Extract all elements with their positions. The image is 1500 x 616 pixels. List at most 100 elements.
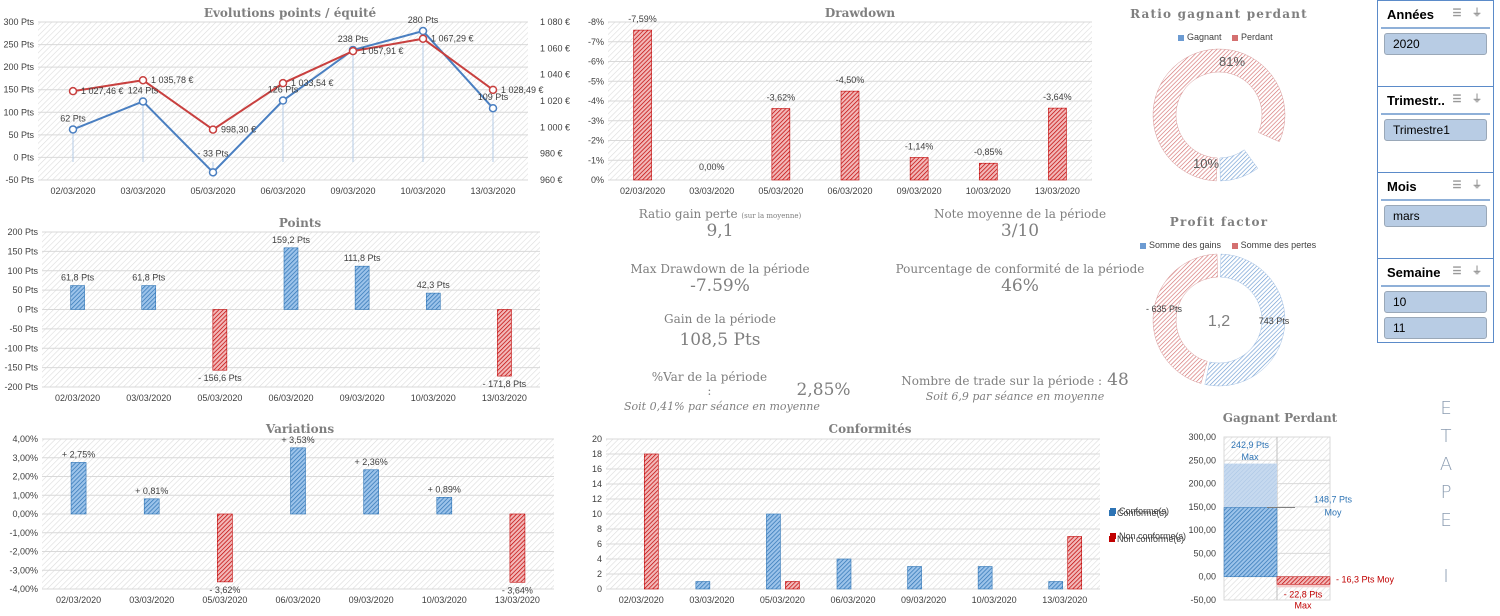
multiselect-icon[interactable]: ☰ <box>1452 94 1462 105</box>
slicer-item-11[interactable]: 11 <box>1384 317 1487 339</box>
y-tick-label: -3% <box>588 116 604 126</box>
label-gagnant-max: 242,9 Pts <box>1231 440 1270 450</box>
points-marker <box>208 168 218 177</box>
y2-tick-label: 1 080 € <box>540 17 570 27</box>
slicer-trimestre: Trimestr... ☰ ⏚ Trimestre1 <box>1378 87 1493 173</box>
slicer-item-mars[interactable]: mars <box>1384 205 1487 227</box>
kpi-trades: Nombre de trade sur la période : 48 Soit… <box>900 370 1130 403</box>
bar-data-label: 159,2 Pts <box>272 235 311 245</box>
kpi-ratio-label: Ratio gain perte <box>638 207 738 221</box>
clear-filter-icon[interactable]: ⏚ <box>1472 94 1482 105</box>
bar <box>907 566 922 590</box>
y-tick-label: 18 <box>592 449 602 459</box>
slicer-annees: Années ☰ ⏚ 2020 <box>1378 1 1493 87</box>
equity-marker <box>278 78 288 88</box>
bar-data-label: - 3,62% <box>209 585 240 595</box>
profit-legend: Somme des gains Somme des pertes <box>1140 240 1316 250</box>
bar <box>909 157 929 181</box>
y-tick-label: 100 Pts <box>7 266 38 276</box>
points-marker <box>488 103 498 113</box>
points-chart: Points -200 Pts -150 Pts -100 Pts -50 Pts 0 … <box>0 210 560 410</box>
slicer-item-10[interactable]: 10 <box>1384 291 1487 313</box>
kpi-gain-label: Gain de la période <box>664 312 776 326</box>
multiselect-icon[interactable]: ☰ <box>1452 8 1462 19</box>
x-tick-label: 10/03/2020 <box>422 595 467 605</box>
clear-filter-icon[interactable]: ⏚ <box>1472 180 1482 191</box>
equity-data-label: 1 057,91 € <box>361 46 404 56</box>
y-tick-label: -4% <box>588 96 604 106</box>
x-tick-label: 03/03/2020 <box>120 186 165 196</box>
label-gagnant-max-sub: Max <box>1241 452 1259 462</box>
x-tick-label: 05/03/2020 <box>197 393 242 403</box>
bar <box>643 453 659 590</box>
evolution-chart: Evolutions points / équité -50 Pts 0 Pts 5… <box>0 0 580 205</box>
y-tick-label: 100 Pts <box>3 107 34 117</box>
bar <box>425 292 441 310</box>
equity-marker <box>418 34 428 43</box>
slicer-mois-title: Mois <box>1387 178 1417 194</box>
y-tick-label: 10 <box>592 509 602 519</box>
slicer-trimestre-title: Trimestr... <box>1387 92 1444 108</box>
points-data-label: 280 Pts <box>408 15 439 25</box>
x-tick-label: 09/03/2020 <box>349 595 394 605</box>
y-tick-label: -50 Pts <box>9 324 38 334</box>
evolution-chart-svg: -50 Pts 0 Pts 50 Pts 100 Pts 150 Pts 200 Pts 2… <box>3 15 570 196</box>
equity-data-label: 1 028,49 € <box>501 85 544 95</box>
y-tick-label: 2,00% <box>12 472 38 482</box>
bar-data-label: -3,64% <box>1043 92 1072 102</box>
clear-filter-icon[interactable]: ⏚ <box>1472 266 1482 277</box>
evolution-chart-title: Evolutions points / équité <box>203 6 377 20</box>
donut-label-pertes: - 635 Pts <box>1146 304 1183 314</box>
profit-chart: Profit factor Somme des gains Somme des … <box>1130 210 1360 400</box>
gagnant-perdant-svg: -50,00 0,00 50,00 100,00 150,00 200,00 250,00 3… <box>1109 432 1395 610</box>
etape-letter <box>1436 535 1456 563</box>
bar <box>70 462 87 515</box>
y-tick-label: -7% <box>588 37 604 47</box>
bar <box>1048 107 1067 181</box>
clear-filter-icon[interactable]: ⏚ <box>1472 8 1482 19</box>
x-tick-label: 10/03/2020 <box>972 595 1017 605</box>
bar <box>836 558 852 590</box>
equity-data-label: 1 035,78 € <box>151 75 194 85</box>
kpi-conformite: Pourcentage de conformité de la période … <box>880 262 1160 296</box>
bar <box>436 497 453 515</box>
points-data-label: 126 Pts <box>268 85 299 95</box>
multiselect-icon[interactable]: ☰ <box>1452 180 1462 191</box>
kpi-maxdd: Max Drawdown de la période -7.59% <box>600 262 840 296</box>
y-tick-label: 20 <box>592 434 602 444</box>
profit-donut: 1,2 743 Pts - 635 Pts <box>1146 253 1290 387</box>
y-tick-label: 4 <box>597 554 602 564</box>
multiselect-icon[interactable]: ☰ <box>1452 266 1462 277</box>
equity-data-label: 1 067,29 € <box>431 34 474 44</box>
bar-data-label: -1,14% <box>905 141 934 151</box>
kpi-var-label: %Var de la période : <box>651 370 768 398</box>
y-tick-label: 150 Pts <box>3 85 34 95</box>
y-tick-label: 200,00 <box>1188 479 1216 489</box>
slicer-item-trimestre1[interactable]: Trimestre1 <box>1384 119 1487 141</box>
x-tick-label: 06/03/2020 <box>260 186 305 196</box>
y-tick-label: 250,00 <box>1188 455 1216 465</box>
bar <box>363 469 379 515</box>
bar <box>695 581 711 590</box>
ratio-legend-gagnant: Gagnant <box>1178 32 1222 42</box>
equity-data-label: 998,30 € <box>221 125 256 135</box>
x-tick-label: 03/03/2020 <box>126 393 171 403</box>
equity-data-label: 1 033,54 € <box>291 78 334 88</box>
slicer-item-2020[interactable]: 2020 <box>1384 33 1487 55</box>
points-marker <box>418 26 428 36</box>
y-tick-label: 0 Pts <box>13 152 34 162</box>
etape-letter: P <box>1440 482 1452 503</box>
legend-swatch-non-conforme <box>1109 536 1115 542</box>
etape-letter: A <box>1439 454 1453 475</box>
legend-label-non-conforme: Non conforme(s) <box>1117 534 1184 544</box>
profit-legend-pertes: Somme des pertes <box>1231 240 1316 250</box>
gagnant-perdant-chart: Gagnant Perdant -50,00 0,00 50,00 100,00 150… <box>1100 405 1395 616</box>
kpi-ratio-note: (sur la moyenne) <box>741 212 802 220</box>
y-tick-label: 16 <box>592 464 602 474</box>
variations-chart-title: Variations <box>265 422 335 436</box>
bar-data-label: 42,3 Pts <box>417 280 451 290</box>
kpi-var: %Var de la période : 2,85% Soit 0,41% pa… <box>620 370 880 413</box>
slicer-panel: Années ☰ ⏚ 2020 Trimestr... ☰ ⏚ Trimestre1 M… <box>1377 0 1494 343</box>
kpi-ratio: Ratio gain perte (sur la moyenne) 9,1 <box>600 207 840 241</box>
x-tick-label: 02/03/2020 <box>56 595 101 605</box>
